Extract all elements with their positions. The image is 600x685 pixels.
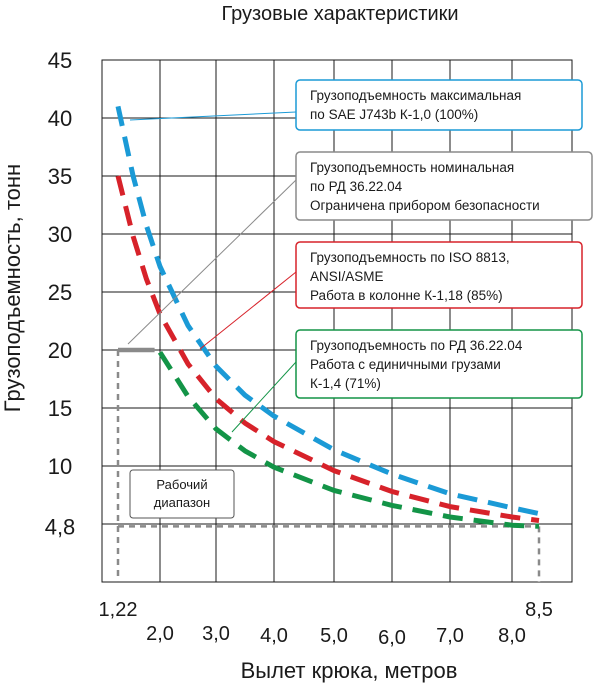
y-tick-label: 20 <box>48 338 72 363</box>
y-ticks: 45 40 35 30 25 20 15 10 4,8 <box>45 48 76 539</box>
annotation-leader <box>127 179 297 345</box>
annotation-max-capacity: Грузоподъемность максимальная по SAE J743… <box>295 79 583 131</box>
annotation-leader <box>129 111 297 121</box>
series-lines <box>115 105 540 529</box>
annotations: Грузоподъемность максимальная по SAE J743… <box>295 79 593 399</box>
y-tick-label: 35 <box>48 164 72 189</box>
annotation-iso-8813: Грузоподъемность по ISO 8813, ANSI/ASME Ра… <box>295 241 583 309</box>
x-tick-label: 5,0 <box>320 625 348 647</box>
x-tick-label: 6,0 <box>378 627 406 649</box>
range-box-text: Рабочий <box>156 477 207 492</box>
annotation-text: К-1,4 (71%) <box>310 376 381 391</box>
annotation-box <box>295 79 583 131</box>
annotation-box <box>295 241 583 309</box>
y-axis-label: Грузоподъемность, тонн <box>0 164 25 412</box>
annotation-text: ANSI/ASME <box>310 269 384 284</box>
annotation-box <box>295 329 583 399</box>
annotation-text: Работа с единичными грузами <box>310 357 501 372</box>
annotation-leader <box>231 361 297 433</box>
plot-frame <box>101 59 573 583</box>
chart-title: Грузовые характеристики <box>221 3 458 25</box>
annotation-single-loads: Грузоподъемность по РД 36.22.04 Работа с … <box>295 329 583 399</box>
x-tick-label: 2,0 <box>146 623 174 645</box>
x-tick-label: 7,0 <box>436 625 464 647</box>
series-max-capacity <box>115 105 540 517</box>
annotation-leader <box>199 271 297 350</box>
x-tick-label: 8,0 <box>498 625 526 647</box>
x-ticks: 1,22 2,0 3,0 4,0 5,0 6,0 7,0 8,0 8,5 <box>99 599 553 649</box>
x-axis-label: Вылет крюка, метров <box>241 658 458 683</box>
y-tick-label: 4,8 <box>45 514 76 539</box>
range-box-frame <box>129 469 235 519</box>
x-tick-label: 8,5 <box>525 599 553 621</box>
working-range-guides <box>116 350 541 582</box>
y-tick-label: 15 <box>48 396 72 421</box>
x-tick-label: 3,0 <box>202 623 230 645</box>
x-tick-label: 4,0 <box>260 625 288 647</box>
y-tick-label: 40 <box>48 106 72 131</box>
annotation-text: Грузоподъемность по РД 36.22.04 <box>310 338 523 353</box>
x-tick-label: 1,22 <box>99 599 138 621</box>
annotation-text: Грузоподъемность по ISO 8813, <box>310 250 510 265</box>
annotation-text: Грузоподъемность номинальная <box>310 160 514 175</box>
range-box-text: диапазон <box>154 495 210 510</box>
annotation-box <box>295 151 593 221</box>
annotation-leaders <box>127 111 297 433</box>
annotation-text: Работа в колонне К-1,18 (85%) <box>310 288 503 303</box>
series-iso-8813 <box>115 175 540 523</box>
annotation-text: Ограничена прибором безопасности <box>310 198 540 213</box>
y-tick-label: 45 <box>48 48 72 73</box>
y-tick-label: 10 <box>48 454 72 479</box>
y-tick-label: 30 <box>48 222 72 247</box>
range-box: Рабочий диапазон <box>129 469 235 519</box>
annotation-text: по РД 36.22.04 <box>310 179 403 194</box>
annotation-nominal: Грузоподъемность номинальная по РД 36.22.… <box>295 151 593 221</box>
y-tick-label: 25 <box>48 280 72 305</box>
annotation-text: Грузоподъемность максимальная <box>310 88 521 103</box>
annotation-text: по SAE J743b К-1,0 (100%) <box>310 107 478 122</box>
series-single-loads <box>157 350 540 529</box>
